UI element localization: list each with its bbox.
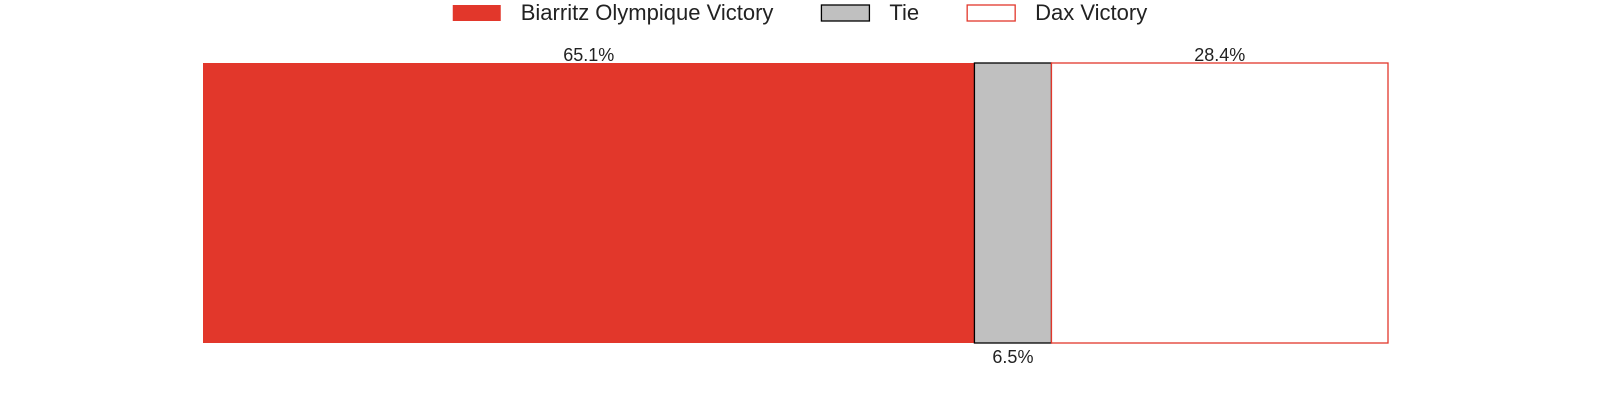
legend-item-dax-victory: Dax Victory (966, 0, 1147, 25)
legend-swatch-dax-victory (966, 4, 1016, 22)
legend-item-biarritz-olympique-victory: Biarritz Olympique Victory (452, 0, 774, 25)
legend-swatch-tie (820, 4, 871, 22)
bar-segments (203, 62, 1389, 344)
legend-item-tie: Tie (820, 0, 919, 25)
legend-label-tie: Tie (889, 0, 919, 25)
legend-label-biarritz-olympique-victory: Biarritz Olympique Victory (521, 0, 774, 25)
data-labels: 65.1% 6.5% 28.4% (563, 45, 1245, 367)
data-label-biarritz-olympique-victory: 65.1% (563, 45, 614, 65)
data-label-tie: 6.5% (992, 347, 1033, 367)
legend-label-dax-victory: Dax Victory (1035, 0, 1147, 25)
data-label-dax-victory: 28.4% (1194, 45, 1245, 65)
legend-swatch-biarritz-olympique-victory (452, 5, 501, 21)
bar-segment-dax-victory (1050, 62, 1389, 344)
bar-segment-biarritz-olympique-victory (203, 63, 975, 343)
chart-legend: Biarritz Olympique Victory Tie Dax Victory (452, 0, 1147, 25)
bar-segment-tie (973, 62, 1053, 344)
